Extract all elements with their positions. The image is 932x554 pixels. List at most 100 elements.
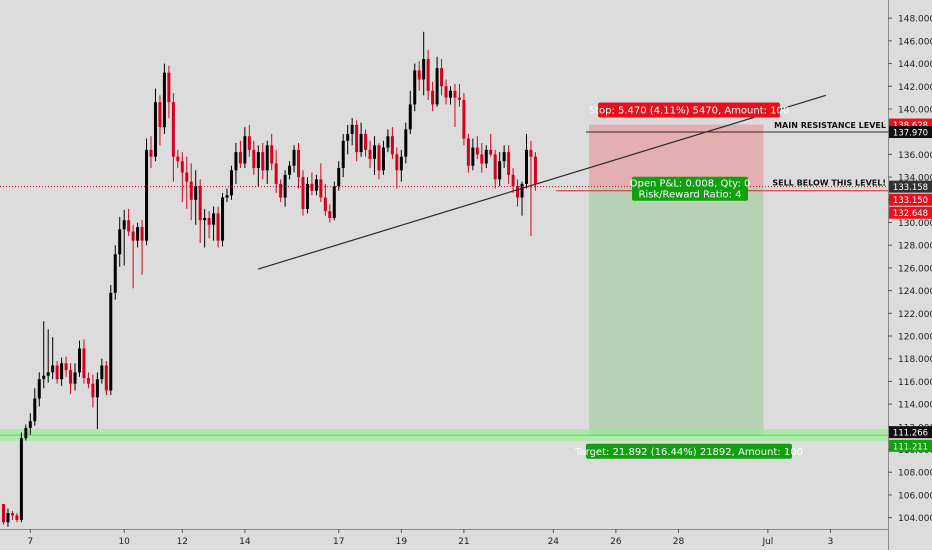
- y-tick-label: 148.000: [898, 15, 932, 25]
- candle-body: [91, 383, 95, 398]
- x-tick-label: 24: [548, 537, 560, 547]
- candle-body: [395, 154, 399, 171]
- candle-body: [24, 427, 28, 439]
- candle-body: [408, 104, 412, 130]
- target-label-text: Target: 21.892 (16.44%) 21892, Amount: 1…: [574, 447, 803, 458]
- stop-zone: [589, 124, 764, 187]
- x-tick-label: 10: [118, 537, 130, 547]
- y-tick-label: 106.000: [898, 491, 932, 501]
- risk-reward-text: Risk/Reward Ratio: 4: [638, 190, 741, 201]
- candle-body: [171, 102, 175, 157]
- candle-body: [301, 177, 305, 209]
- candle-body: [136, 227, 140, 241]
- candle-body: [198, 186, 202, 221]
- candle-body: [247, 136, 251, 150]
- pnl-label-text: Open P&L: 0.008, Qty: 0: [630, 179, 751, 190]
- candle-body: [480, 154, 484, 164]
- candle-body: [516, 186, 520, 198]
- support-price-axis-text: 111.266: [893, 429, 928, 439]
- candle-body: [359, 133, 363, 153]
- candle-body: [122, 220, 126, 230]
- candle-body: [243, 136, 247, 164]
- candle-body: [42, 375, 46, 380]
- candle-body: [203, 217, 207, 221]
- candle-body: [457, 97, 461, 100]
- candle-body: [15, 515, 19, 520]
- entry-lower-price-axis-text: 132.648: [893, 209, 928, 219]
- candle-body: [153, 102, 157, 157]
- candle-body: [279, 183, 283, 198]
- candle-body: [229, 170, 233, 196]
- candle-body: [529, 149, 533, 157]
- candle-body: [511, 174, 515, 187]
- sell-price-axis-text: 133.150: [893, 196, 928, 206]
- candle-body: [297, 149, 301, 178]
- candle-body: [212, 213, 216, 225]
- candle-body: [225, 195, 229, 198]
- candle-body: [252, 149, 256, 169]
- candle-body: [399, 156, 403, 171]
- y-tick-label: 134.000: [898, 174, 932, 184]
- position-zones: [589, 124, 764, 436]
- candle-body: [498, 161, 502, 180]
- stop-label-badge: [598, 102, 780, 118]
- candle-body: [149, 149, 153, 157]
- candle-body: [341, 140, 345, 169]
- candle-body: [118, 229, 122, 255]
- y-tick-label: 104.000: [898, 514, 932, 524]
- price-axis[interactable]: 104.000106.000108.000110.000112.000114.0…: [888, 15, 932, 524]
- candle-body: [314, 179, 318, 191]
- position-labels: Stop: 5.470 (4.11%) 5470, Amount: 100 Tar…: [574, 102, 803, 459]
- y-tick-label: 124.000: [898, 287, 932, 297]
- candle-body: [466, 138, 470, 166]
- candle-body: [489, 149, 493, 155]
- candle-body: [140, 227, 144, 241]
- candle-body: [346, 133, 350, 141]
- drawn-lines: MAIN RESISTANCE LEVEL SELL BELOW THIS LEV…: [0, 94, 888, 270]
- y-tick-label: 108.000: [898, 469, 932, 479]
- candle-body: [33, 398, 37, 422]
- current-price-axis-text: 133.158: [893, 183, 928, 193]
- candle-body: [440, 68, 444, 87]
- x-tick-label: 28: [673, 537, 685, 547]
- candle-body: [73, 372, 77, 384]
- candle-body: [502, 152, 506, 162]
- candle-body: [305, 183, 309, 209]
- candle-body: [453, 90, 457, 98]
- candle-body: [86, 378, 90, 384]
- candle-body: [368, 149, 372, 159]
- candle-body: [390, 136, 394, 155]
- candle-body: [431, 90, 435, 105]
- candle-body: [109, 292, 113, 391]
- candle-body: [493, 154, 497, 180]
- target-zone: [589, 186, 764, 436]
- candle-body: [77, 348, 81, 373]
- candle-body: [417, 70, 421, 80]
- candle-body: [265, 145, 269, 171]
- x-tick-label: Jul: [761, 537, 773, 547]
- time-axis[interactable]: 7 10 12 14 17 19 21 24 26 28 Jul 3: [27, 529, 833, 547]
- candlestick-series: [2, 31, 537, 527]
- candle-body: [158, 102, 162, 128]
- candle-body: [19, 438, 23, 520]
- candle-body: [377, 145, 381, 171]
- candle-body: [332, 186, 336, 218]
- candle-body: [37, 379, 41, 399]
- candle-body: [131, 231, 135, 241]
- candle-body: [162, 72, 166, 128]
- candle-body: [328, 211, 332, 218]
- ascending-trend-line[interactable]: [258, 94, 827, 270]
- candle-body: [207, 217, 211, 225]
- candle-body: [381, 147, 385, 171]
- candle-body: [435, 68, 439, 105]
- y-tick-label: 142.000: [898, 83, 932, 93]
- candle-body: [364, 133, 368, 150]
- candle-body: [270, 145, 274, 164]
- candle-body: [55, 365, 59, 380]
- x-tick-label: 3: [828, 537, 834, 547]
- candle-body: [104, 365, 108, 391]
- support-low-price-axis-text: 111.211: [893, 442, 928, 452]
- candle-body: [194, 186, 198, 200]
